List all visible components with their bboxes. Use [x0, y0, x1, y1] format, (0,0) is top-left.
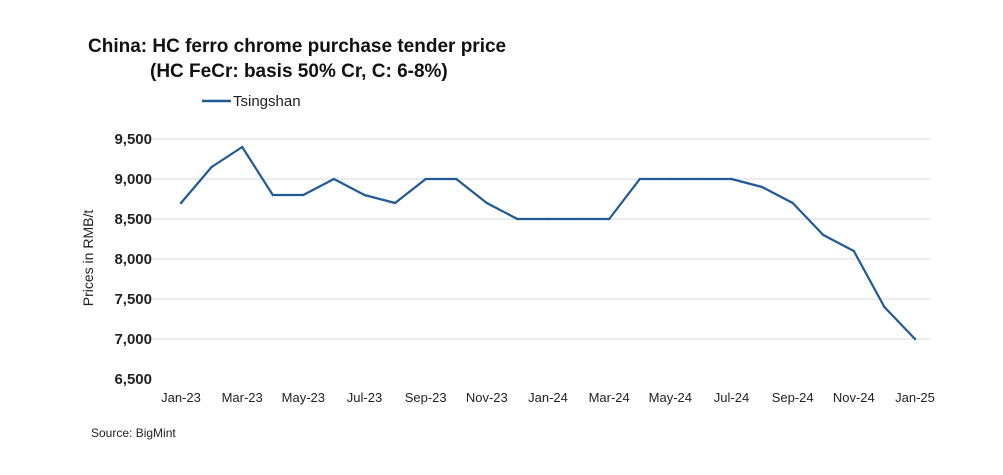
- x-tick-label: Jan-23: [161, 390, 201, 405]
- data-point: [240, 145, 244, 149]
- source-note: Source: BigMint: [91, 426, 176, 440]
- data-point: [210, 165, 213, 169]
- data-point: [271, 193, 274, 197]
- x-tick-label: Jul-23: [347, 390, 382, 405]
- x-tick-label: Mar-23: [222, 390, 263, 405]
- chart-subtitle: (HC FeCr: basis 50% Cr, C: 6-8%): [150, 61, 448, 82]
- data-point: [791, 201, 794, 205]
- chart-title: China: HC ferro chrome purchase tender p…: [88, 36, 506, 57]
- x-tick-label: Jan-24: [528, 390, 568, 405]
- gridlines: [150, 138, 930, 340]
- legend-label: Tsingshan: [233, 93, 301, 110]
- y-tick-label: 6,500: [114, 371, 152, 388]
- data-point: [852, 249, 856, 253]
- data-point: [302, 193, 305, 197]
- series-layer: [179, 145, 917, 341]
- data-point: [607, 217, 611, 221]
- data-point: [332, 177, 336, 181]
- series-line-tsingshan: [179, 145, 917, 341]
- x-tick-label: Nov-24: [833, 390, 875, 405]
- data-point: [485, 201, 489, 205]
- y-tick-label: 8,500: [114, 211, 152, 228]
- y-tick-label: 8,000: [114, 251, 152, 268]
- y-tick-label: 7,500: [114, 291, 152, 308]
- data-point: [393, 201, 397, 205]
- data-point: [883, 305, 886, 309]
- x-axis-ticks: Jan-23 Mar-23 May-23 Jul-23 Sep-23 Nov-23 Jan-…: [161, 390, 935, 405]
- x-tick-label: Sep-23: [405, 390, 447, 405]
- y-tick-label: 9,500: [114, 131, 152, 148]
- legend: Tsingshan: [202, 93, 301, 110]
- data-point: [730, 177, 733, 181]
- data-point: [516, 217, 519, 221]
- y-tick-label: 7,000: [114, 331, 152, 348]
- data-point: [577, 217, 580, 221]
- data-point: [638, 177, 641, 181]
- data-point: [822, 233, 825, 237]
- x-tick-label: Nov-23: [466, 390, 508, 405]
- x-tick-label: Jan-25: [895, 390, 935, 405]
- data-point: [424, 177, 427, 181]
- data-point: [760, 185, 764, 189]
- x-tick-label: May-23: [282, 390, 325, 405]
- data-point: [179, 201, 183, 205]
- y-tick-label: 9,000: [114, 171, 152, 188]
- x-tick-label: Sep-24: [772, 390, 814, 405]
- x-tick-label: Mar-24: [589, 390, 630, 405]
- y-axis-ticks: 9,500 9,000 8,500 8,000 7,500 7,000 6,500: [114, 131, 152, 388]
- x-tick-label: Jul-24: [714, 390, 749, 405]
- data-point: [669, 177, 672, 181]
- y-axis-label: Prices in RMB/t: [80, 210, 96, 307]
- data-point: [699, 177, 703, 181]
- data-point: [913, 337, 917, 341]
- data-point: [455, 177, 458, 181]
- data-point: [363, 193, 366, 197]
- data-point: [546, 217, 550, 221]
- x-tick-label: May-24: [649, 390, 692, 405]
